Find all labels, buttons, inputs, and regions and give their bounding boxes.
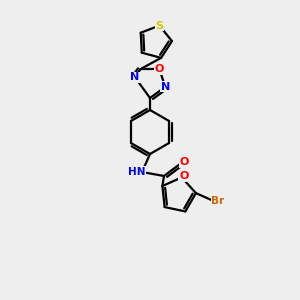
Text: N: N (160, 82, 170, 92)
Text: S: S (155, 21, 164, 31)
Text: O: O (155, 64, 164, 74)
Text: HN: HN (128, 167, 146, 177)
Text: O: O (179, 157, 189, 167)
Text: O: O (179, 171, 188, 182)
Text: N: N (130, 72, 140, 82)
Text: Br: Br (211, 196, 224, 206)
